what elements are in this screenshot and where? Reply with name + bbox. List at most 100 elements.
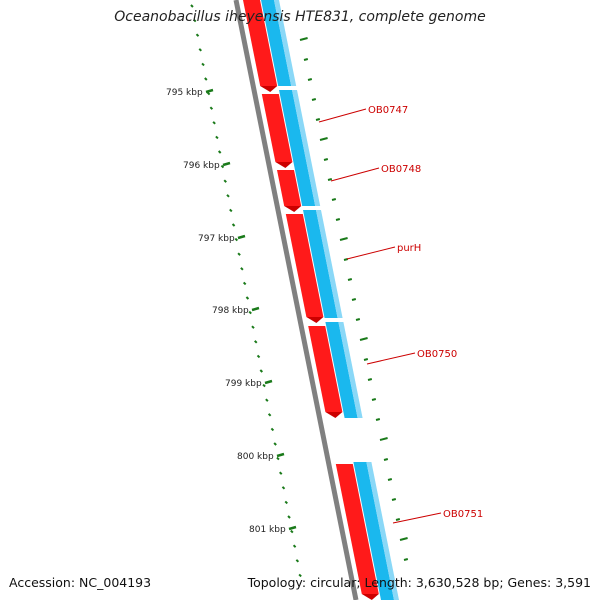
scale-tick-4 [201, 62, 205, 67]
scale-label-5: 799 kbp [225, 379, 262, 389]
length-value: 3,630,528 bp [415, 575, 500, 590]
forward-feature-arrow-1 [260, 86, 278, 92]
scale-label-6: 800 kbp [237, 452, 274, 462]
scale-tick-25 [259, 369, 264, 373]
scale-label-4: 798 kbp [212, 306, 249, 316]
gene-label-1: OB0747 [368, 105, 408, 116]
outer-tick-0 [299, 37, 308, 41]
scale-tick-28 [267, 413, 272, 417]
outer-tick-3 [311, 98, 317, 101]
outer-tick-9 [335, 218, 341, 221]
scale-tick-9 [215, 135, 219, 140]
scale-major-tick-7 [288, 525, 297, 531]
forward-feature-1 [243, 0, 278, 86]
forward-feature-arrow-2 [275, 162, 293, 168]
scale-tick-3 [198, 48, 202, 52]
gene-label-3: purH [397, 243, 421, 254]
outer-tick-22 [387, 478, 393, 481]
scale-tick-11 [220, 164, 225, 169]
scale-tick-5 [204, 77, 208, 81]
backbone-line [233, 0, 359, 600]
scale-tick-29 [270, 427, 275, 432]
forward-feature-2 [261, 94, 293, 162]
scale-tick-37 [292, 544, 297, 548]
outer-tick-13 [351, 298, 357, 301]
scale-tick-38 [295, 559, 300, 563]
outer-tick-15 [359, 337, 368, 341]
scale-tick-10 [217, 150, 222, 154]
reverse-feature-shade-3 [316, 210, 343, 318]
scale-tick-23 [254, 340, 258, 344]
reverse-feature-shade-5 [366, 462, 399, 600]
gene-leader-line-5 [392, 512, 442, 524]
gene-label-4: OB0750 [417, 349, 457, 360]
outer-tick-25 [399, 537, 408, 541]
gene-leader-line-4 [366, 352, 416, 365]
forward-feature-arrow-3 [284, 206, 302, 212]
outer-tick-1 [303, 58, 309, 61]
genome-stats: Topology: circular; Length: 3,630,528 bp… [247, 575, 591, 590]
gene-leader-line-1 [318, 108, 367, 123]
outer-tick-6 [323, 158, 329, 161]
accession-label: Accession: [9, 575, 76, 590]
genes-label: Genes: [507, 575, 552, 590]
forward-feature-4 [285, 214, 324, 317]
length-label: Length: [364, 575, 412, 590]
gene-label-2: OB0748 [381, 164, 421, 175]
scale-major-tick-1 [205, 88, 214, 94]
topology-label: Topology: [247, 575, 307, 590]
gene-leader-line-3 [346, 246, 396, 260]
reverse-feature-1 [261, 0, 292, 86]
forward-feature-arrow-5 [325, 412, 343, 418]
outer-tick-4 [315, 118, 321, 121]
topology-value: circular [310, 575, 357, 590]
reverse-feature-5 [353, 462, 394, 600]
scale-tick-35 [287, 515, 291, 519]
scale-major-tick-4 [251, 306, 260, 312]
gene-label-5: OB0751 [443, 509, 483, 520]
scale-tick-22 [251, 325, 255, 329]
outer-tick-17 [367, 378, 373, 381]
accession-info: Accession: NC_004193 [9, 575, 151, 590]
scale-tick-33 [281, 486, 286, 490]
scale-tick-6 [206, 91, 211, 96]
forward-feature-arrow-4 [306, 317, 324, 323]
scale-tick-14 [229, 208, 233, 213]
scale-ticks [190, 4, 302, 578]
scale-label-3: 797 kbp [198, 234, 235, 244]
scale-tick-2 [195, 33, 200, 37]
outer-tick-24 [395, 518, 401, 521]
scale-tick-31 [276, 456, 280, 461]
scale-tick-36 [290, 529, 294, 534]
scale-tick-8 [212, 121, 216, 125]
reverse-feature-shade-2 [292, 90, 321, 206]
scale-tick-16 [234, 237, 239, 242]
outer-tick-26 [403, 558, 409, 561]
scale-label-2: 796 kbp [183, 161, 220, 171]
outer-tick-21 [383, 458, 389, 461]
scale-label-1: 795 kbp [166, 88, 203, 98]
forward-feature-6 [335, 464, 379, 594]
genome-backbone [233, 0, 359, 600]
scale-tick-17 [237, 252, 241, 256]
outer-tick-23 [391, 498, 397, 501]
scale-tick-24 [256, 354, 261, 359]
outer-ticks [299, 37, 409, 561]
forward-feature-arrow-6 [361, 594, 379, 600]
reverse-feature-3 [303, 210, 338, 318]
scale-tick-27 [265, 398, 269, 402]
reverse-feature-2 [279, 90, 316, 206]
scale-tick-26 [262, 383, 266, 388]
scale-tick-18 [240, 267, 244, 271]
scale-tick-34 [284, 500, 288, 505]
scale-labels: 795 kbp 796 kbp 797 kbp 798 kbp 799 kbp 800 k… [166, 88, 297, 535]
gene-leader-line-2 [330, 167, 380, 182]
scale-major-tick-5 [264, 379, 273, 385]
forward-strand-features [243, 0, 379, 600]
reverse-feature-4 [325, 322, 358, 418]
outer-tick-19 [375, 418, 381, 421]
scale-major-tick-6 [276, 452, 285, 458]
scale-tick-30 [273, 442, 277, 446]
map-title: Oceanobacillus iheyensis HTE831, complet… [114, 9, 486, 25]
